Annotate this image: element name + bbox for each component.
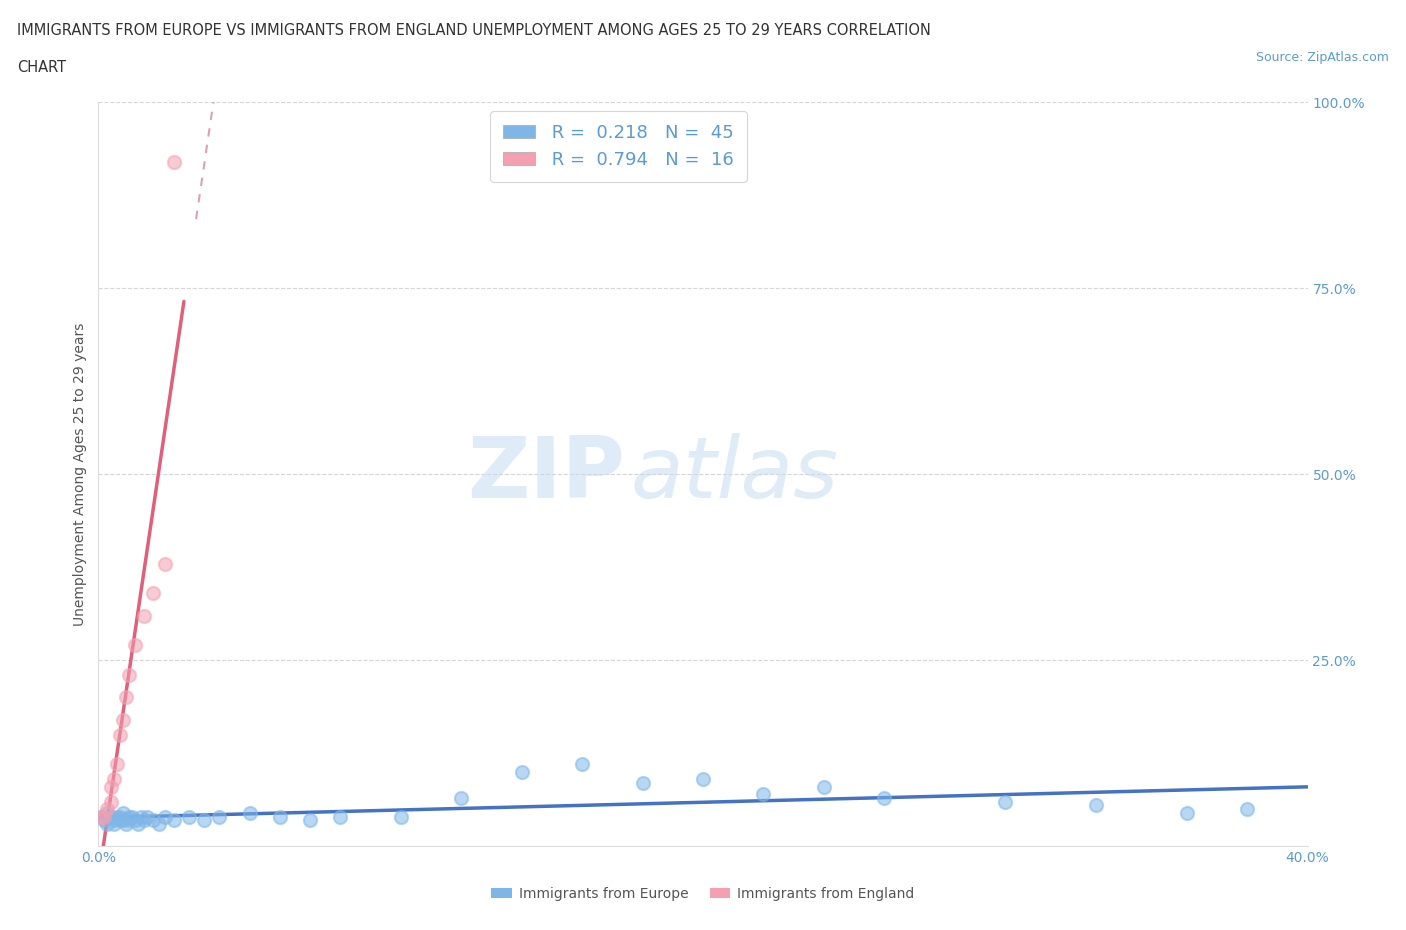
Point	[105, 757, 128, 772]
Point	[93, 813, 115, 828]
Legend: Immigrants from Europe, Immigrants from England: Immigrants from Europe, Immigrants from …	[486, 882, 920, 907]
Point	[163, 813, 186, 828]
Point	[510, 764, 533, 779]
Point	[142, 586, 165, 601]
Point	[1085, 798, 1108, 813]
Point	[692, 772, 714, 787]
Point	[96, 817, 118, 831]
Point	[118, 813, 141, 828]
Point	[269, 809, 291, 824]
Point	[121, 809, 143, 824]
Point	[118, 809, 141, 824]
Point	[93, 809, 115, 824]
Point	[239, 805, 262, 820]
Point	[752, 787, 775, 802]
Text: Source: ZipAtlas.com: Source: ZipAtlas.com	[1256, 51, 1389, 64]
Point	[100, 794, 122, 809]
Text: CHART: CHART	[17, 60, 66, 75]
Point	[153, 809, 176, 824]
Point	[1236, 802, 1258, 817]
Point	[329, 809, 352, 824]
Point	[108, 813, 131, 828]
Point	[129, 809, 152, 824]
Point	[111, 712, 134, 727]
Point	[1175, 805, 1198, 820]
Point	[389, 809, 412, 824]
Point	[114, 817, 136, 831]
Point	[163, 154, 186, 169]
Point	[571, 757, 593, 772]
Point	[96, 802, 118, 817]
Point	[103, 817, 125, 831]
Point	[118, 668, 141, 683]
Text: ZIP: ZIP	[467, 432, 624, 516]
Point	[124, 813, 146, 828]
Point	[105, 809, 128, 824]
Point	[450, 790, 472, 805]
Point	[124, 638, 146, 653]
Point	[100, 809, 122, 824]
Point	[177, 809, 201, 824]
Point	[153, 556, 176, 571]
Point	[90, 809, 112, 824]
Point	[132, 608, 155, 623]
Point	[108, 809, 131, 824]
Point	[132, 813, 155, 828]
Point	[813, 779, 835, 794]
Point	[103, 813, 125, 828]
Point	[90, 809, 112, 824]
Point	[114, 690, 136, 705]
Point	[208, 809, 231, 824]
Y-axis label: Unemployment Among Ages 25 to 29 years: Unemployment Among Ages 25 to 29 years	[73, 323, 87, 626]
Point	[631, 776, 654, 790]
Point	[103, 772, 125, 787]
Point	[96, 805, 118, 820]
Text: atlas: atlas	[630, 432, 838, 516]
Point	[873, 790, 896, 805]
Point	[111, 813, 134, 828]
Point	[148, 817, 170, 831]
Point	[100, 779, 122, 794]
Point	[299, 813, 322, 828]
Point	[108, 727, 131, 742]
Point	[111, 805, 134, 820]
Point	[994, 794, 1017, 809]
Text: IMMIGRANTS FROM EUROPE VS IMMIGRANTS FROM ENGLAND UNEMPLOYMENT AMONG AGES 25 TO : IMMIGRANTS FROM EUROPE VS IMMIGRANTS FRO…	[17, 23, 931, 38]
Point	[127, 817, 149, 831]
Point	[193, 813, 215, 828]
Point	[135, 809, 157, 824]
Point	[142, 813, 165, 828]
